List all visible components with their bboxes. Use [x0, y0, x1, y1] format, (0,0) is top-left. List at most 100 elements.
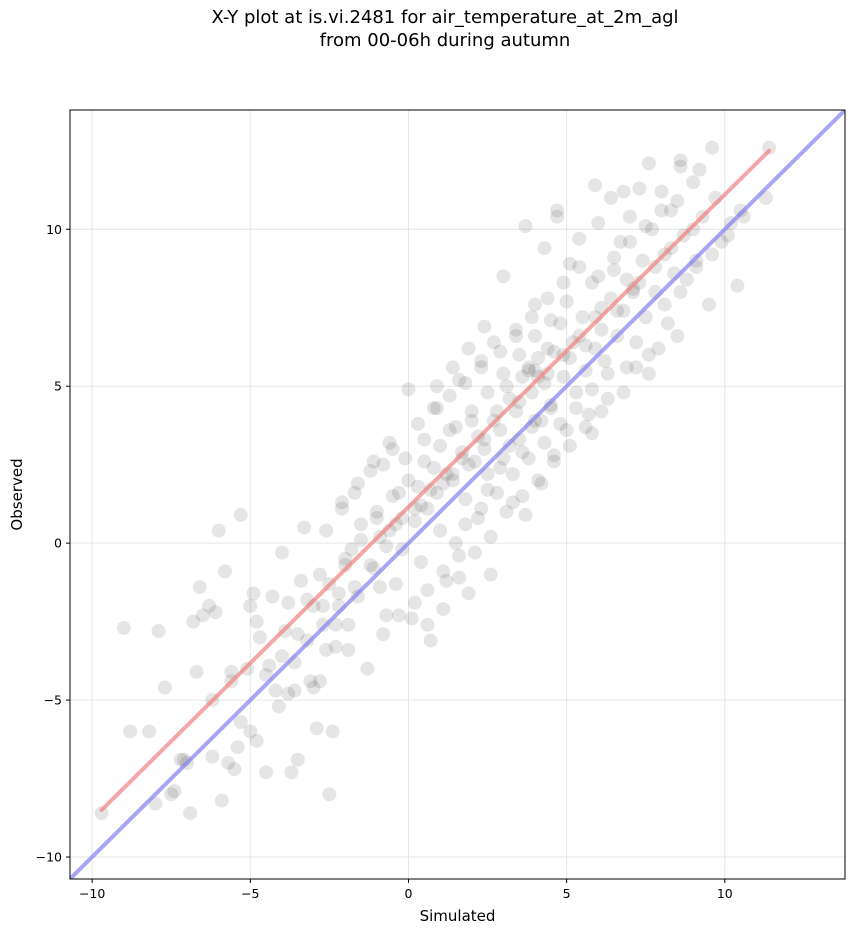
scatter-point: [509, 328, 524, 343]
scatter-point: [123, 724, 138, 739]
scatter-point: [600, 391, 615, 406]
scatter-point: [654, 203, 669, 218]
scatter-point: [379, 608, 394, 623]
scatter-point: [363, 463, 378, 478]
y-tick-label: 0: [54, 536, 62, 551]
scatter-point: [233, 715, 248, 730]
scatter-point: [477, 441, 492, 456]
scatter-point: [597, 354, 612, 369]
scatter-point: [641, 156, 656, 171]
scatter-point: [629, 360, 644, 375]
scatter-point: [338, 551, 353, 566]
scatter-point: [584, 382, 599, 397]
scatter-point: [686, 222, 701, 237]
scatter-point: [366, 454, 381, 469]
scatter-point: [230, 740, 245, 755]
scatter-point: [531, 350, 546, 365]
scatter-point: [274, 649, 289, 664]
scatter-point: [692, 162, 707, 177]
scatter-point: [271, 699, 286, 714]
scatter-point: [218, 564, 232, 579]
scatter-point: [622, 234, 637, 249]
scatter-point: [379, 539, 394, 554]
scatter-point: [635, 253, 650, 268]
x-tick-label: −5: [241, 886, 259, 901]
scatter-point: [401, 473, 416, 488]
scatter-point: [521, 451, 536, 466]
scatter-point: [335, 501, 350, 516]
scatter-point: [164, 787, 179, 802]
scatter-point: [404, 611, 419, 626]
scatter-point: [528, 297, 542, 312]
scatter-point: [562, 438, 577, 453]
scatter-point: [429, 401, 444, 416]
scatter-point: [619, 360, 634, 375]
scatter-point: [632, 181, 647, 196]
scatter-point: [556, 275, 571, 290]
scatter-point: [531, 473, 546, 488]
scatter-point: [442, 388, 457, 403]
scatter-point: [572, 259, 587, 274]
scatter-point: [347, 485, 362, 500]
scatter-point: [284, 765, 299, 780]
scatter-point: [521, 360, 536, 375]
scatter-point: [493, 344, 508, 359]
scatter-point: [471, 511, 486, 526]
scatter-point: [603, 190, 618, 205]
scatter-point: [433, 438, 448, 453]
scatter-point: [388, 576, 403, 591]
scatter-point: [407, 514, 422, 529]
scatter-point: [483, 567, 498, 582]
scatter-point: [474, 360, 489, 375]
scatter-point: [474, 501, 489, 516]
scatter-point: [670, 194, 685, 209]
scatter-point: [528, 328, 542, 343]
scatter-point: [553, 316, 568, 331]
scatter-point: [189, 664, 204, 679]
scatter-point: [486, 335, 501, 350]
scatter-point: [458, 517, 473, 532]
scatter-point: [243, 724, 258, 739]
scatter-point: [354, 517, 369, 532]
fit-line: [99, 148, 772, 812]
scatter-point: [464, 413, 479, 428]
scatter-point: [572, 231, 587, 246]
scatter-point: [493, 460, 508, 475]
scatter-point: [540, 341, 555, 356]
scatter-point: [673, 159, 688, 174]
scatter-point: [363, 558, 378, 573]
scatter-point: [426, 401, 441, 416]
scatter-point: [499, 504, 514, 519]
scatter-point: [626, 281, 641, 296]
scatter-point: [569, 401, 584, 416]
scatter-point: [426, 460, 441, 475]
scatter-point: [316, 598, 331, 613]
scatter-point: [509, 404, 524, 419]
scatter-point: [543, 313, 558, 328]
scatter-point: [436, 602, 451, 617]
scatter-point: [151, 624, 166, 639]
scatter-point: [505, 495, 520, 510]
scatter-point: [458, 376, 473, 391]
scatter-point: [331, 586, 346, 601]
scatter-point: [518, 219, 533, 234]
scatter-point: [629, 335, 644, 350]
scatter-point: [414, 498, 429, 513]
scatter-point: [524, 310, 539, 325]
y-tick-label: 5: [54, 379, 62, 394]
scatter-point: [537, 241, 552, 256]
scatter-point: [537, 435, 552, 450]
scatter-point: [445, 360, 460, 375]
scatter-point: [391, 485, 406, 500]
scatter-point: [410, 416, 425, 431]
scatter-point: [249, 614, 264, 629]
scatter-point: [594, 322, 609, 337]
chart-title: X-Y plot at is.vi.2481 for air_temperatu…: [0, 6, 854, 52]
scatter-point: [648, 259, 663, 274]
scatter-point: [701, 297, 716, 312]
scatter-point: [632, 275, 647, 290]
scatter-point: [448, 420, 463, 435]
scatter-point: [521, 363, 536, 378]
plot-frame: [69, 109, 846, 880]
